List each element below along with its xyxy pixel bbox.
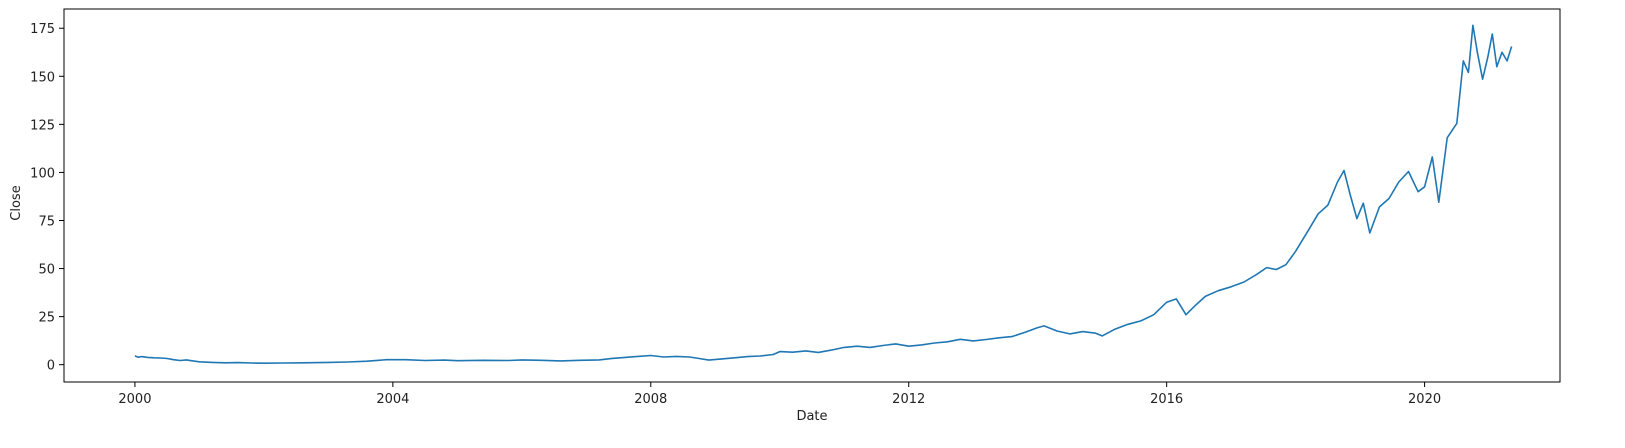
x-tick-label: 2020 — [1408, 392, 1441, 407]
x-axis: 2000 2004 2008 2012 2016 2020 — [118, 382, 1441, 407]
y-tick-label: 75 — [38, 214, 55, 229]
x-tick-label: 2000 — [118, 392, 151, 407]
x-tick-label: 2008 — [634, 392, 667, 407]
y-axis-label: Close — [9, 185, 24, 220]
plot-area — [63, 8, 1561, 383]
y-tick-label: 0 — [47, 359, 55, 374]
y-tick-label: 100 — [30, 166, 55, 181]
series-line-0 — [134, 24, 1513, 364]
plot-frame — [63, 8, 1561, 383]
x-axis-label: Date — [796, 409, 827, 424]
x-tick-label: 2012 — [892, 392, 925, 407]
x-tick-label: 2016 — [1150, 392, 1183, 407]
y-tick-label: 175 — [30, 22, 55, 37]
y-tick-label: 25 — [38, 311, 55, 326]
y-axis: 0 25 50 75 100 125 150 175 — [30, 22, 64, 374]
y-tick-label: 50 — [38, 263, 55, 278]
x-tick-label: 2004 — [376, 392, 409, 407]
y-tick-label: 150 — [30, 70, 55, 85]
y-tick-label: 125 — [30, 118, 55, 133]
